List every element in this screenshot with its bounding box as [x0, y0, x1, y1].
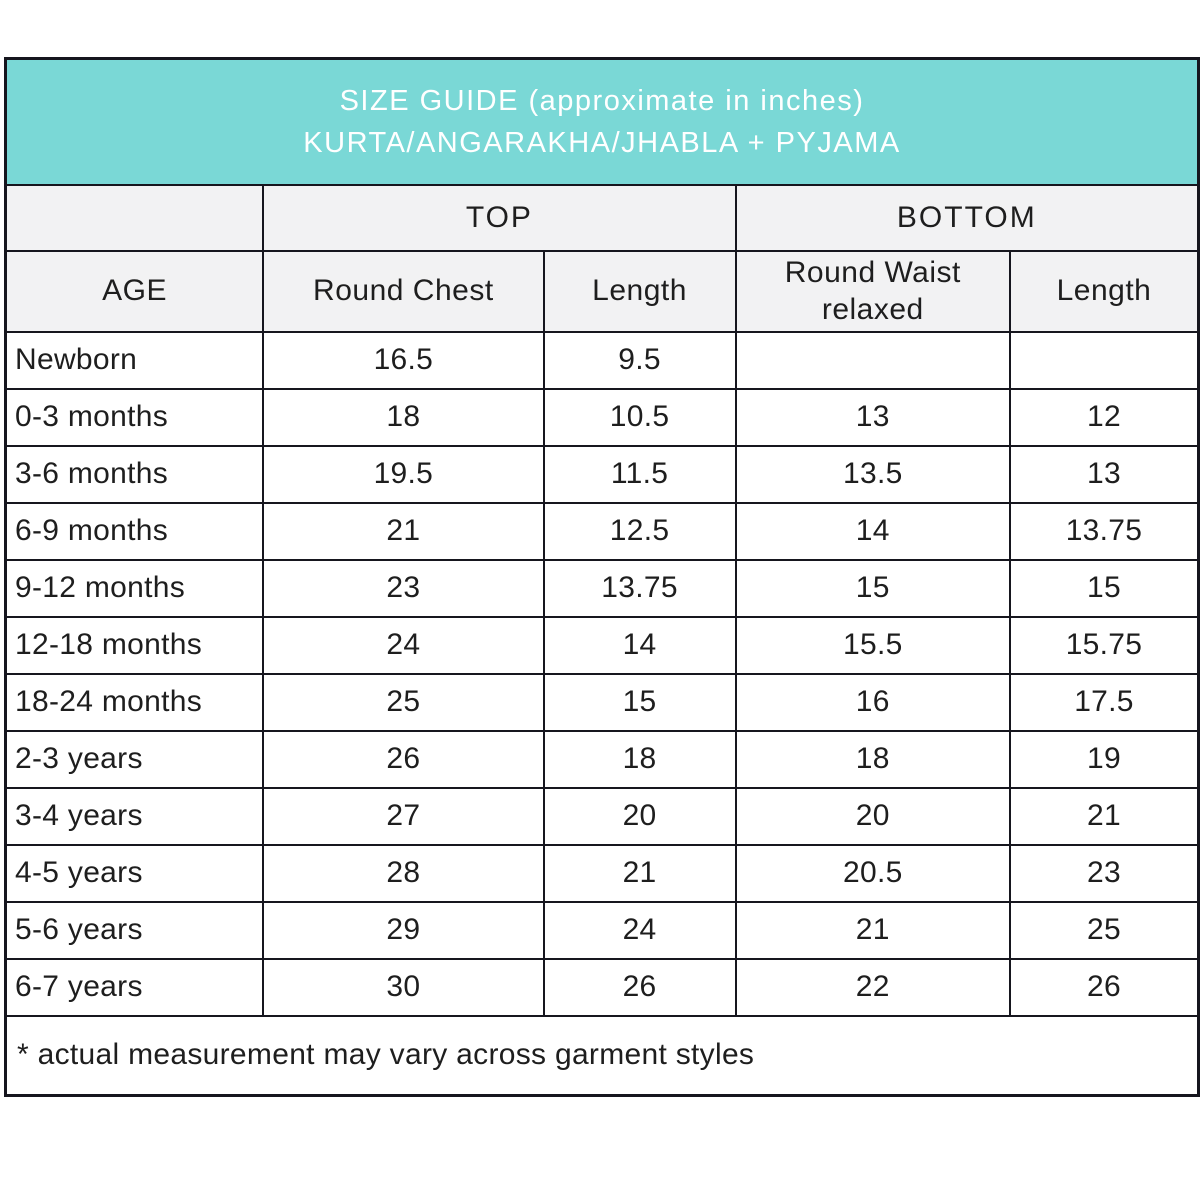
- round-chest-cell: 16.5: [262, 330, 545, 390]
- bottom-length-cell: 19: [1008, 729, 1200, 789]
- table-row: 2-3 years 26 18 18 19: [4, 729, 1200, 789]
- age-cell: 6-9 months: [4, 501, 265, 561]
- round-waist-cell: 21: [734, 900, 1011, 960]
- bottom-length-cell: 17.5: [1008, 672, 1200, 732]
- round-chest-cell: 19.5: [262, 444, 545, 504]
- round-waist-cell: 22: [734, 957, 1011, 1017]
- age-cell: 0-3 months: [4, 387, 265, 447]
- age-cell: 5-6 years: [4, 900, 265, 960]
- top-length-cell: 18: [542, 729, 737, 789]
- bottom-length-cell: 13.75: [1008, 501, 1200, 561]
- round-chest-cell: 23: [262, 558, 545, 618]
- age-cell: 2-3 years: [4, 729, 265, 789]
- age-cell: 3-4 years: [4, 786, 265, 846]
- size-guide-table: SIZE GUIDE (approximate in inches) KURTA…: [4, 57, 1200, 1097]
- column-header-age: AGE: [4, 249, 265, 333]
- top-length-cell: 11.5: [542, 444, 737, 504]
- age-cell: Newborn: [4, 330, 265, 390]
- table-row: 18-24 months 25 15 16 17.5: [4, 672, 1200, 732]
- column-header-round-chest: Round Chest: [262, 249, 545, 333]
- column-header-top-length: Length: [542, 249, 737, 333]
- age-cell: 12-18 months: [4, 615, 265, 675]
- round-waist-cell: 16: [734, 672, 1011, 732]
- table-row: 9-12 months 23 13.75 15 15: [4, 558, 1200, 618]
- round-waist-cell: 15: [734, 558, 1011, 618]
- column-header-row: AGE Round Chest Length Round Waist relax…: [4, 249, 1200, 333]
- table-row: 12-18 months 24 14 15.5 15.75: [4, 615, 1200, 675]
- bottom-length-cell: 26: [1008, 957, 1200, 1017]
- bottom-length-cell: 13: [1008, 444, 1200, 504]
- age-cell: 9-12 months: [4, 558, 265, 618]
- round-waist-cell: [734, 330, 1011, 390]
- bottom-length-cell: 25: [1008, 900, 1200, 960]
- age-cell: 3-6 months: [4, 444, 265, 504]
- group-header-top: TOP: [262, 183, 737, 252]
- table-row: 6-7 years 30 26 22 26: [4, 957, 1200, 1017]
- round-chest-cell: 26: [262, 729, 545, 789]
- table-row: 4-5 years 28 21 20.5 23: [4, 843, 1200, 903]
- round-chest-cell: 30: [262, 957, 545, 1017]
- round-waist-cell: 18: [734, 729, 1011, 789]
- top-length-cell: 14: [542, 615, 737, 675]
- round-waist-cell: 15.5: [734, 615, 1011, 675]
- group-header-empty: [4, 183, 265, 252]
- round-chest-cell: 24: [262, 615, 545, 675]
- round-waist-cell: 13.5: [734, 444, 1011, 504]
- age-cell: 18-24 months: [4, 672, 265, 732]
- top-length-cell: 21: [542, 843, 737, 903]
- table-row: 3-6 months 19.5 11.5 13.5 13: [4, 444, 1200, 504]
- table-row: 3-4 years 27 20 20 21: [4, 786, 1200, 846]
- table-row: 0-3 months 18 10.5 13 12: [4, 387, 1200, 447]
- group-header-row: TOP BOTTOM: [4, 183, 1200, 252]
- bottom-length-cell: 12: [1008, 387, 1200, 447]
- column-header-round-waist: Round Waist relaxed: [734, 249, 1011, 333]
- table-row: 6-9 months 21 12.5 14 13.75: [4, 501, 1200, 561]
- round-chest-cell: 21: [262, 501, 545, 561]
- top-length-cell: 10.5: [542, 387, 737, 447]
- round-waist-cell: 20.5: [734, 843, 1011, 903]
- bottom-length-cell: 23: [1008, 843, 1200, 903]
- size-table-body: Newborn 16.5 9.5 0-3 months 18 10.5 13 12 3-6 mo…: [4, 330, 1200, 1017]
- footnote-text: * actual measurement may vary across gar…: [4, 1014, 1200, 1097]
- round-chest-cell: 29: [262, 900, 545, 960]
- footnote-row: * actual measurement may vary across gar…: [4, 1014, 1200, 1097]
- round-chest-cell: 18: [262, 387, 545, 447]
- title-line-1: SIZE GUIDE (approximate in inches): [339, 84, 865, 117]
- round-chest-cell: 28: [262, 843, 545, 903]
- round-waist-cell: 20: [734, 786, 1011, 846]
- title-band: SIZE GUIDE (approximate in inches) KURTA…: [4, 57, 1200, 186]
- top-length-cell: 15: [542, 672, 737, 732]
- age-cell: 4-5 years: [4, 843, 265, 903]
- top-length-cell: 9.5: [542, 330, 737, 390]
- bottom-length-cell: 21: [1008, 786, 1200, 846]
- top-length-cell: 26: [542, 957, 737, 1017]
- round-chest-cell: 27: [262, 786, 545, 846]
- group-header-bottom: BOTTOM: [734, 183, 1200, 252]
- column-header-bottom-length: Length: [1008, 249, 1200, 333]
- bottom-length-cell: [1008, 330, 1200, 390]
- bottom-length-cell: 15.75: [1008, 615, 1200, 675]
- page-title: SIZE GUIDE (approximate in inches) KURTA…: [4, 57, 1200, 186]
- table-row: Newborn 16.5 9.5: [4, 330, 1200, 390]
- top-length-cell: 12.5: [542, 501, 737, 561]
- bottom-length-cell: 15: [1008, 558, 1200, 618]
- age-cell: 6-7 years: [4, 957, 265, 1017]
- table-row: 5-6 years 29 24 21 25: [4, 900, 1200, 960]
- round-chest-cell: 25: [262, 672, 545, 732]
- title-line-2: KURTA/ANGARAKHA/JHABLA + PYJAMA: [303, 126, 901, 159]
- top-length-cell: 20: [542, 786, 737, 846]
- round-waist-cell: 13: [734, 387, 1011, 447]
- round-waist-cell: 14: [734, 501, 1011, 561]
- top-length-cell: 13.75: [542, 558, 737, 618]
- top-length-cell: 24: [542, 900, 737, 960]
